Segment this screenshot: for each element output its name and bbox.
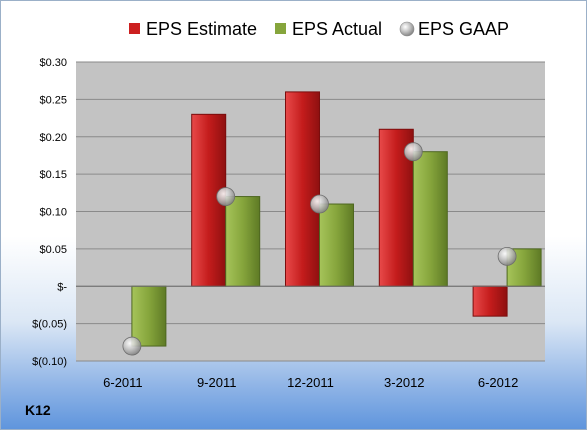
eps-actual-bar [319,203,354,287]
company-label: K12 [25,402,51,418]
y-tick-label: $- [57,281,67,293]
y-tick-label: $0.20 [39,132,67,144]
eps-gaap-marker [497,246,517,266]
x-tick-label: 6-2012 [478,375,518,390]
y-tick-label: $0.30 [39,57,67,69]
eps-actual-bar [225,196,261,287]
legend-eps-actual: EPS Actual [275,19,382,39]
legend-eps-gaap-label: EPS GAAP [418,19,509,39]
x-tick-label: 6-2011 [103,375,143,390]
y-tick-label: $0.05 [39,244,67,256]
legend: EPS Estimate EPS Actual EPS GAAP [129,19,509,39]
y-axis: $0.30 $0.25 $0.20 $0.15 $0.10 $0.05 $- $(0.05) $… [32,57,67,368]
eps-actual-bar [131,285,167,347]
y-tick-label: $(0.05) [32,319,67,331]
legend-eps-estimate: EPS Estimate [129,19,257,39]
y-tick-label: $(0.10) [32,356,67,368]
legend-eps-actual-swatch [275,23,286,34]
legend-eps-actual-label: EPS Actual [292,19,382,39]
eps-estimate-bar [285,91,320,287]
eps-gaap-marker [403,142,423,162]
x-tick-label: 3-2012 [384,375,424,390]
eps-gaap-marker [216,187,236,206]
y-tick-label: $0.10 [39,207,67,219]
eps-gaap-marker [310,194,329,214]
eps-actual-bar [412,151,448,287]
y-tick-label: $0.15 [39,169,67,181]
plot-area [76,61,545,362]
legend-eps-gaap: EPS GAAP [399,19,509,39]
legend-eps-estimate-label: EPS Estimate [146,19,257,39]
legend-eps-gaap-swatch [399,21,415,37]
x-axis: 6-2011 9-2011 12-2011 3-2012 6-2012 [103,375,518,390]
x-tick-label: 12-2011 [287,375,334,390]
eps-gaap-marker [122,336,142,356]
x-tick-label: 9-2011 [197,375,237,390]
legend-eps-estimate-swatch [129,23,140,34]
y-tick-label: $0.25 [39,94,67,106]
eps-estimate-bar [472,285,508,317]
